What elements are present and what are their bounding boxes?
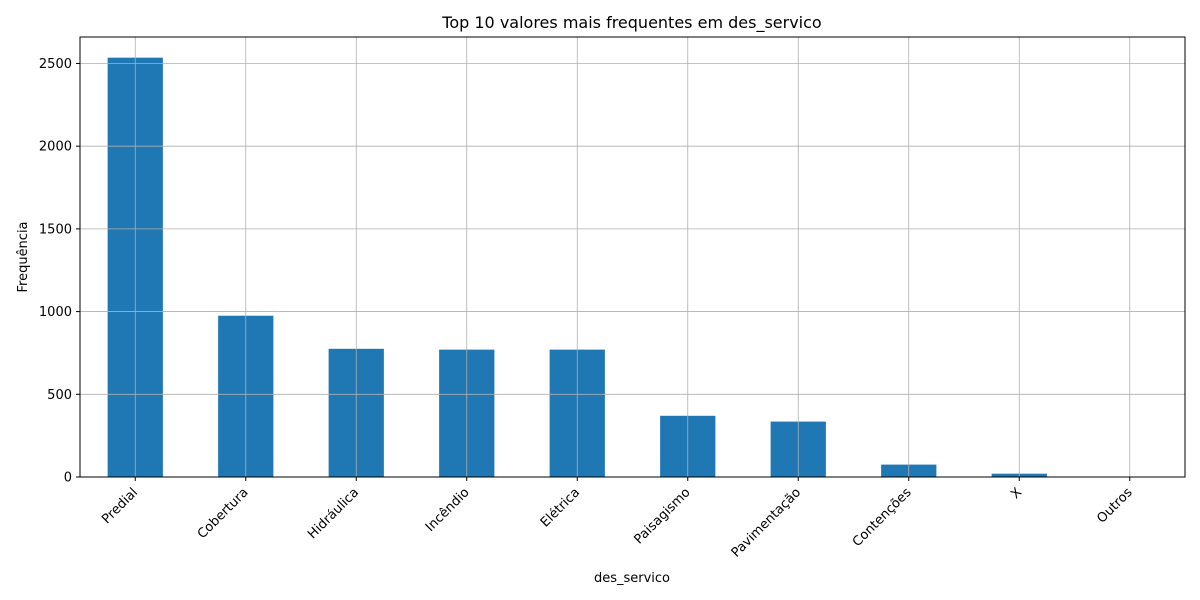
x-tick-label: Hidráulica	[305, 485, 362, 542]
x-tick-label: Incêndio	[423, 485, 473, 535]
y-tick-label: 2500	[39, 57, 72, 72]
x-tick-label: Elétrica	[538, 485, 583, 530]
y-axis-ticks: 0 500 1000 1500 2000 2500	[39, 57, 80, 486]
y-axis-label: Frequência	[16, 221, 31, 292]
axes-frame	[79, 36, 1186, 478]
x-axis-label: des_servico	[594, 571, 670, 586]
x-tick-label: X	[1008, 485, 1025, 502]
x-tick-label: Cobertura	[195, 485, 252, 542]
y-tick-label: 1500	[39, 222, 72, 237]
chart-title: Top 10 valores mais frequentes em des_se…	[441, 13, 821, 33]
y-tick-label: 2000	[39, 140, 72, 155]
y-tick-label: 0	[64, 471, 72, 486]
grid-lines	[80, 37, 1185, 478]
y-tick-label: 1000	[39, 305, 72, 320]
x-tick-label: Predial	[99, 485, 141, 527]
x-tick-label: Pavimentação	[729, 485, 804, 560]
bars	[107, 57, 1158, 477]
x-tick-label: Outros	[1094, 485, 1135, 526]
x-tick-label: Contenções	[850, 485, 915, 550]
x-axis-ticks: Predial Cobertura Hidráulica Incêndio Elétri…	[99, 477, 1136, 561]
x-tick-label: Paisagismo	[631, 485, 693, 547]
y-tick-label: 500	[47, 388, 72, 403]
plot-frame	[79, 36, 1186, 478]
